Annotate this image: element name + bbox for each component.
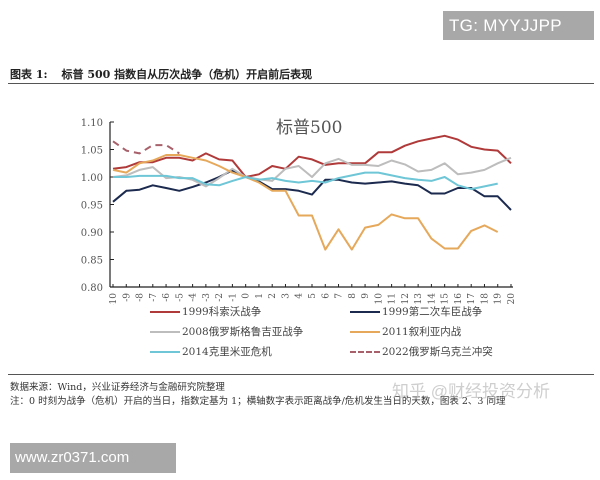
- x-tick-label: 11: [388, 293, 398, 304]
- chart-remark-note: 注：0 时刻为战争（危机）开启的当日，指数定基为 1；横轴数字表示距离战争/危机…: [10, 396, 506, 407]
- x-tick-label: 19: [494, 293, 504, 305]
- line-chart: 0.800.850.900.951.001.051.10-10 -9 -8 -7 -6-…: [81, 118, 517, 305]
- legend-item-2: 2008俄罗斯格鲁吉亚战争: [150, 324, 303, 339]
- figure-number: 图表 1:: [10, 68, 48, 81]
- y-tick-label: 0.85: [81, 256, 103, 267]
- x-tick-label: 7: [335, 293, 345, 299]
- legend-item-5: 2022俄罗斯乌克兰冲突: [350, 344, 493, 359]
- legend-swatch: [350, 310, 380, 313]
- x-tick-label: 4: [295, 293, 305, 299]
- x-tick-label: -3: [202, 293, 212, 302]
- x-tick-label: 2: [268, 293, 278, 299]
- x-tick-label: 18: [480, 293, 490, 305]
- x-tick-label: -5: [175, 293, 185, 302]
- y-tick-label: 0.80: [81, 283, 103, 294]
- legend-swatch: [150, 330, 180, 333]
- x-tick-label: 8: [348, 293, 358, 299]
- x-tick-label: -1: [228, 293, 238, 302]
- tg-watermark-badge: TG: MYYJJPP: [443, 11, 594, 40]
- x-tick-label: 9: [361, 293, 371, 299]
- x-tick-label: 14: [427, 293, 437, 305]
- x-tick-label: -6: [162, 293, 172, 302]
- x-tick-label: 17: [467, 293, 477, 305]
- x-tick-label: 13: [414, 293, 424, 305]
- chart-inner-title: 标普500: [276, 118, 342, 138]
- x-tick-label: -2: [215, 293, 225, 302]
- x-tick-label: 5: [308, 293, 318, 299]
- y-tick-label: 1.10: [81, 118, 103, 129]
- figure-title: 图表 1: 标普 500 指数自从历次战争（危机）开启前后表现: [10, 66, 312, 82]
- series-line-5: [112, 140, 180, 155]
- series-line-2: [112, 156, 512, 188]
- x-tick-label: 15: [441, 293, 451, 305]
- series-line-0: [112, 134, 512, 178]
- legend-swatch: [350, 330, 380, 333]
- x-tick-label: 10: [374, 293, 384, 305]
- chart-axes: 0.800.850.900.951.001.051.10-10 -9 -8 -7 -6-…: [81, 118, 517, 305]
- x-tick-label: 20: [507, 293, 517, 305]
- x-tick-label: -7: [149, 293, 159, 302]
- legend-label: 2008俄罗斯格鲁吉亚战争: [182, 326, 304, 338]
- x-tick-label: 12: [401, 293, 411, 304]
- legend-item-3: 2011叙利亚内战: [350, 324, 461, 339]
- legend-label: 2022俄罗斯乌克兰冲突: [382, 346, 493, 358]
- series-line-1: [112, 169, 512, 211]
- chart-series: [112, 134, 512, 251]
- x-tick-label: 0: [242, 293, 252, 299]
- legend-swatch: [350, 350, 380, 353]
- notes-divider: [8, 374, 594, 375]
- data-source-note: 数据来源：Wind，兴业证券经济与金融研究院整理: [10, 382, 225, 393]
- series-line-4: [113, 171, 498, 191]
- x-tick-label: 16: [454, 293, 464, 305]
- x-tick-label: -10: [109, 293, 119, 305]
- title-divider: [8, 83, 594, 84]
- legend-label: 2011叙利亚内战: [382, 326, 462, 338]
- x-tick-label: 3: [281, 293, 291, 299]
- y-tick-label: 0.95: [81, 201, 103, 212]
- legend-swatch: [150, 310, 180, 313]
- figure-title-text: 标普 500 指数自从历次战争（危机）开启前后表现: [61, 68, 313, 81]
- legend-label: 1999第二次车臣战争: [382, 306, 483, 318]
- zhihu-watermark: 知乎 @财经投资分析: [392, 382, 550, 401]
- x-tick-label: 6: [321, 293, 331, 299]
- legend-label: 2014克里米亚危机: [182, 346, 272, 358]
- legend-label: 1999科索沃战争: [182, 306, 262, 318]
- legend-item-0: 1999科索沃战争: [150, 304, 261, 319]
- series-line-3: [112, 154, 499, 251]
- legend-item-4: 2014克里米亚危机: [150, 344, 272, 359]
- x-tick-label: -9: [122, 293, 132, 302]
- site-watermark-badge: www.zr0371.com: [10, 443, 176, 473]
- legend-swatch: [150, 350, 180, 353]
- y-tick-label: 0.90: [81, 228, 103, 239]
- y-tick-label: 1.05: [81, 146, 103, 157]
- legend-item-1: 1999第二次车臣战争: [350, 304, 482, 319]
- x-tick-label: -8: [136, 293, 146, 302]
- x-tick-label: 1: [255, 293, 265, 299]
- x-tick-label: -4: [189, 293, 199, 302]
- y-tick-label: 1.00: [81, 173, 103, 184]
